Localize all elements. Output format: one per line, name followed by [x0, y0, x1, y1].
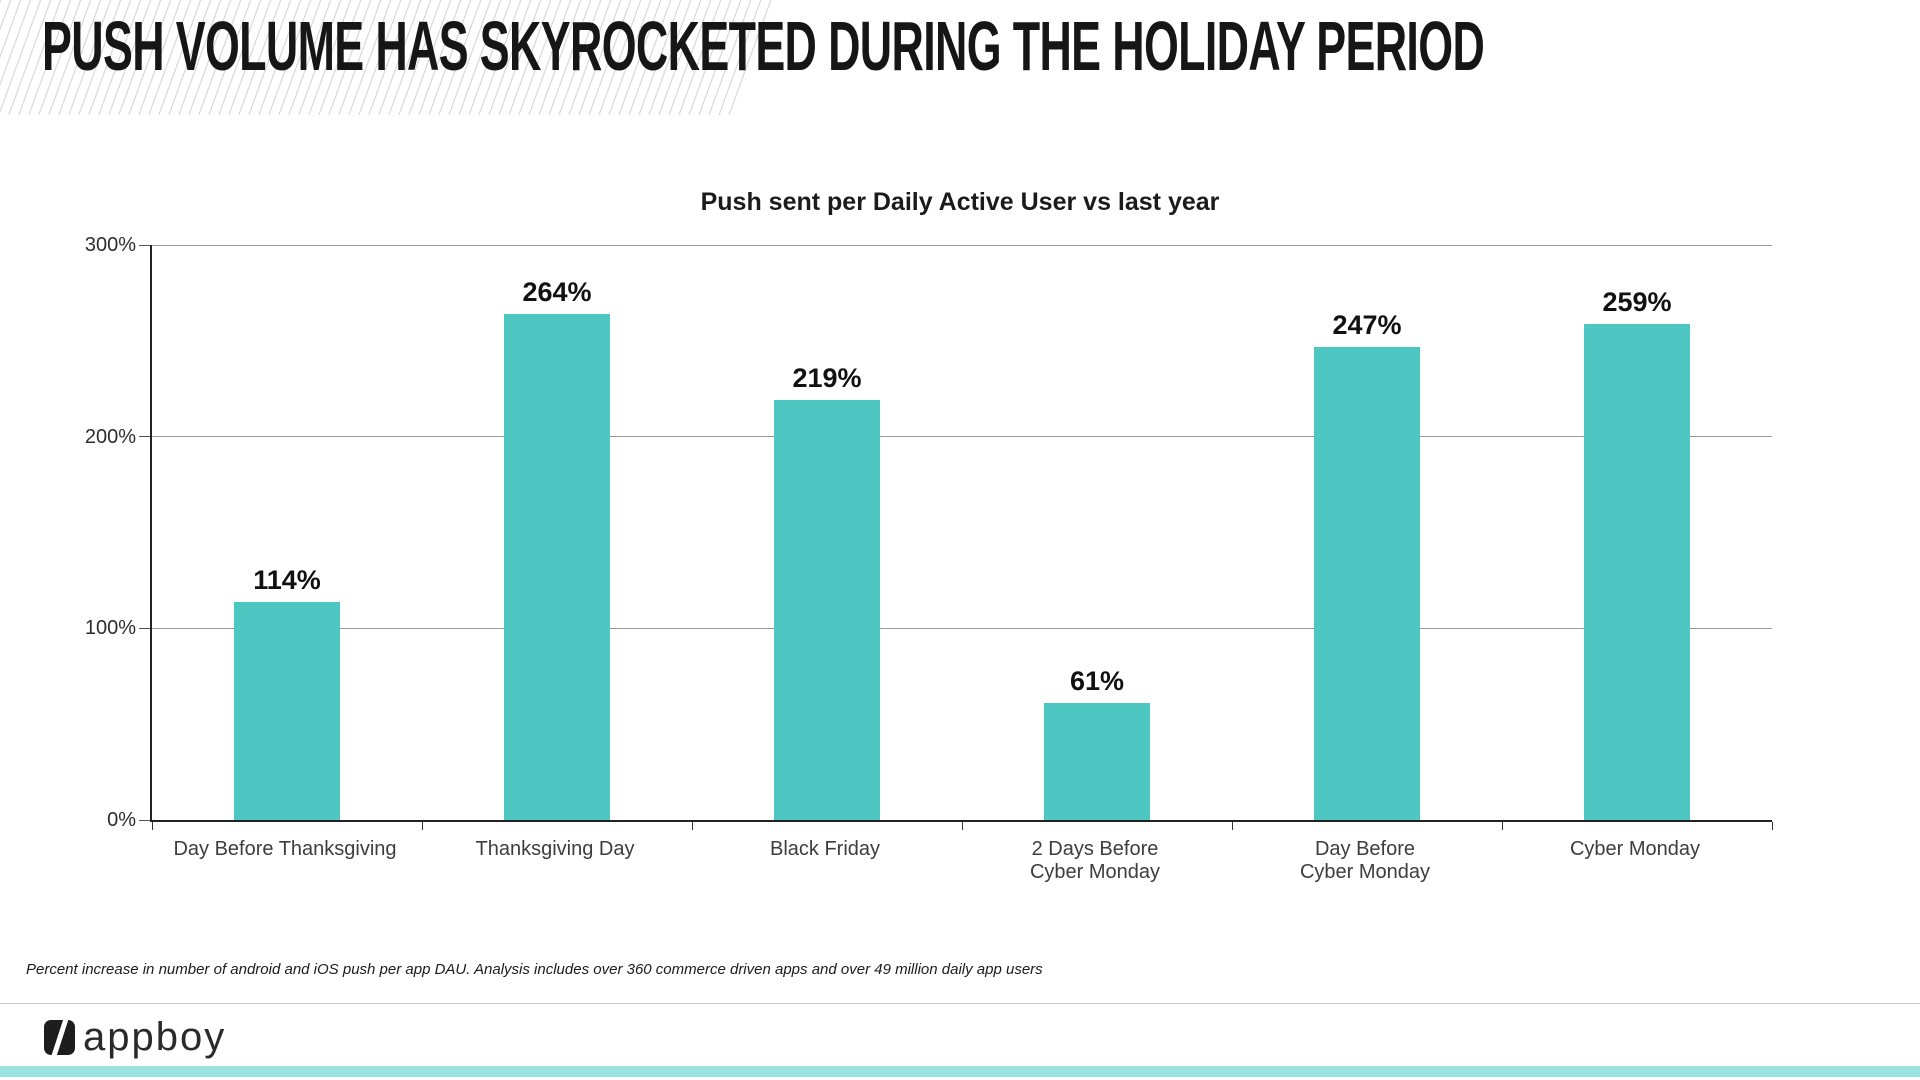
- chart-title: Push sent per Daily Active User vs last …: [700, 188, 1220, 216]
- x-axis-tick: [1231, 822, 1233, 830]
- x-axis-tick: [151, 822, 153, 830]
- bar: [774, 400, 880, 820]
- y-axis-tick: [139, 436, 150, 438]
- x-axis-label: Day Before Thanksgiving: [173, 838, 397, 860]
- y-axis-label: 0%: [107, 809, 136, 831]
- gridline: [152, 627, 1772, 629]
- bar-value-label: 219%: [792, 363, 862, 394]
- x-axis-tick: [961, 822, 963, 830]
- bar-value-label: 61%: [1069, 666, 1125, 697]
- bar-value-label: 264%: [522, 277, 592, 307]
- x-axis-label: 2 Days Before Cyber Monday: [1029, 838, 1161, 883]
- x-axis-labels: Day Before Thanksgiving Thanksgiving Day B…: [150, 838, 1770, 898]
- bar-value-label: 259%: [1602, 286, 1672, 317]
- bottom-accent-strip: [0, 1066, 1920, 1077]
- bar: [1044, 703, 1150, 820]
- bar-value-label: 114%: [253, 564, 321, 595]
- y-axis-label: 100%: [84, 617, 136, 640]
- slide-title: PUSH VOLUME HAS SKYROCKETED DURING THE H…: [42, 7, 1485, 85]
- x-axis-tick: [1771, 822, 1773, 830]
- y-axis-tick: [139, 819, 150, 821]
- title-hatch-pattern: [0, 0, 772, 115]
- bar: [1584, 323, 1690, 820]
- plot-area: 114% 264% 219% 61% 247% 259%: [139, 244, 1773, 830]
- footnote: Percent increase in number of android an…: [26, 961, 1043, 978]
- gridline: [152, 244, 1772, 246]
- x-axis-label: Cyber Monday: [1569, 838, 1701, 860]
- y-axis-label: 300%: [84, 234, 136, 256]
- bar: [234, 601, 340, 820]
- x-axis-tick: [421, 822, 423, 830]
- x-axis-label: Thanksgiving Day: [475, 838, 635, 860]
- appboy-logo: appboy: [44, 1015, 227, 1059]
- x-axis-tick: [691, 822, 693, 830]
- y-axis-labels: 0% 100% 200% 300%: [40, 234, 136, 831]
- y-axis-tick: [139, 627, 150, 629]
- x-axis-label: Black Friday: [769, 838, 881, 860]
- y-axis-label: 200%: [84, 425, 136, 448]
- bar-value-label: 247%: [1332, 309, 1402, 340]
- appboy-logo-mark-icon: [44, 1019, 75, 1055]
- appboy-logo-text: appboy: [83, 1015, 227, 1059]
- gridline: [152, 436, 1772, 438]
- bar: [504, 314, 610, 820]
- x-axis-tick: [1501, 822, 1503, 830]
- footer-divider: [0, 1003, 1920, 1004]
- bar: [1314, 346, 1420, 820]
- y-axis-tick: [139, 244, 150, 246]
- x-axis-label: Day Before Cyber Monday: [1299, 838, 1431, 883]
- logo-slash-icon: [49, 1019, 70, 1055]
